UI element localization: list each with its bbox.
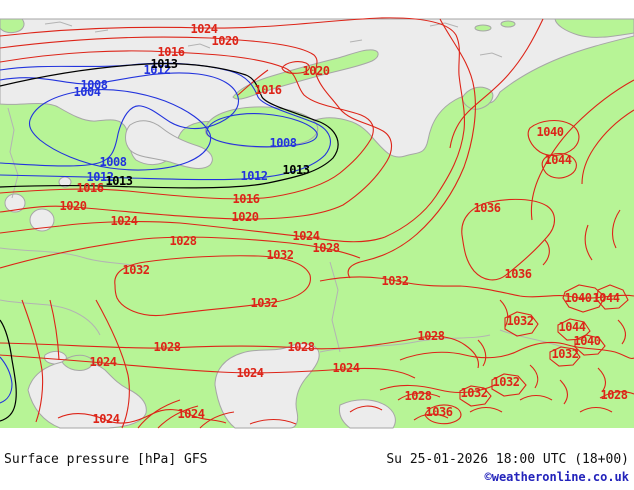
lake <box>29 208 55 232</box>
isobar-1020 <box>0 36 392 220</box>
isobar-segment <box>95 299 130 429</box>
white-sea <box>125 120 213 169</box>
arctic-island <box>474 24 492 32</box>
crimea <box>61 354 93 371</box>
isobar-segment <box>49 299 60 361</box>
isobar-1024 <box>0 354 416 379</box>
isobar-ridge <box>581 109 634 185</box>
isobars-blue <box>0 62 331 404</box>
isobar-1028 <box>0 335 479 369</box>
isobar-segment <box>281 61 310 74</box>
isobar-segment <box>21 299 44 423</box>
copyright-link[interactable]: ©weatheronline.co.uk <box>484 470 630 484</box>
isobar-1024 <box>0 17 465 243</box>
isobar-ridge <box>449 18 544 149</box>
isobar-1032 <box>319 276 634 299</box>
lake <box>4 193 26 213</box>
isobars-red <box>0 17 634 429</box>
novaya-zemlya-island <box>232 49 379 100</box>
map-datetime-label: Su 25-01-2026 18:00 UTC (18+00) <box>386 452 629 467</box>
isobar-1032-loop <box>114 255 311 317</box>
top-right-land <box>554 18 634 38</box>
isobar-1036-loop <box>424 404 462 425</box>
caspian-sea <box>214 343 320 429</box>
isobar-1004-loop <box>28 89 212 171</box>
isobar-1040-loop <box>527 119 580 157</box>
map-product-label: Surface pressure [hPa] GFS <box>4 452 208 467</box>
isobar-1013 <box>0 63 339 189</box>
top-left-land <box>0 18 25 34</box>
isobar-1013-segment <box>0 319 17 422</box>
isobar-low-segment <box>0 356 13 404</box>
isobars-black <box>0 63 339 422</box>
aral-water <box>339 399 396 429</box>
land-overlays <box>0 18 634 148</box>
isobar-1044-loop <box>541 152 577 179</box>
isobar-1028 <box>0 236 361 269</box>
isobar-segment <box>237 69 269 96</box>
arctic-island <box>500 20 516 28</box>
isobar-1008 <box>0 72 240 167</box>
isobar-ridge <box>530 79 634 221</box>
isobar-1008-kola-loop <box>206 113 318 148</box>
isobar-1028 <box>347 18 476 279</box>
isobar-1036-loop <box>461 198 556 281</box>
inner-water <box>4 120 396 429</box>
